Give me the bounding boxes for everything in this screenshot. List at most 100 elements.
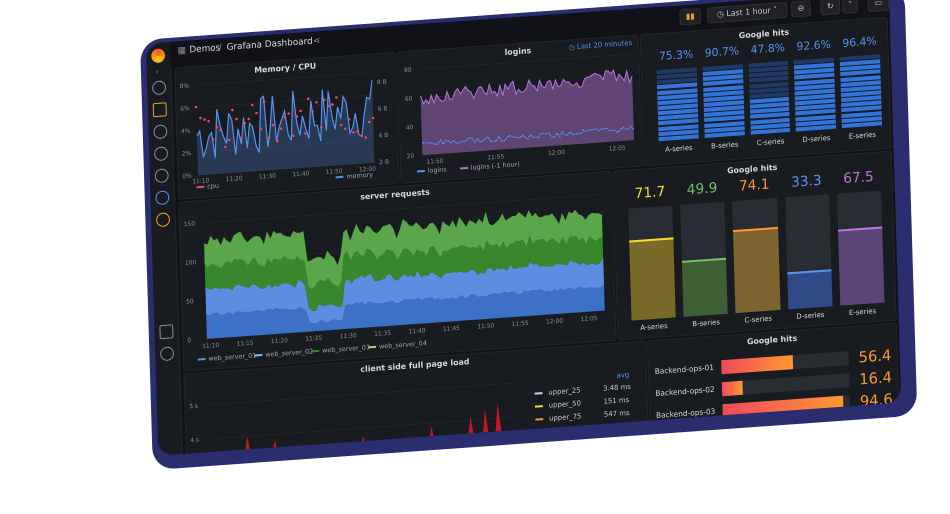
alerting-bell-icon[interactable] [154,146,169,162]
sign-in-icon[interactable] [159,324,174,340]
y-tick-label: 100 [185,259,197,267]
cpu-point [295,115,299,118]
cpu-point [255,111,258,115]
explore-icon[interactable] [153,124,168,140]
dashboard-screen: › ▦ Demos / Grafana Dashboard ⋖ ▮▮ ◷ Las… [146,0,902,456]
expand-sidebar-icon[interactable]: › [155,66,159,76]
monitor-icon: ▭ [874,0,883,8]
refresh-button[interactable]: ↻ [820,0,841,16]
grid-line [420,82,633,99]
cpu-point [307,97,310,101]
gauge-value: 90.7% [704,44,740,60]
y-tick-label: 6% [180,105,190,113]
gauge-fill [721,355,794,375]
x-tick-label: 11:55 [512,320,529,328]
cpu-point [339,123,343,127]
panel-google-hits-mid[interactable]: Google hits 71.7 A-series 49.9 B-series 74.1… [612,150,897,341]
share-icon[interactable]: ⋖ [312,36,321,47]
search-icon[interactable] [152,80,167,96]
stat-category-label: E-series [848,307,877,318]
gauge-category-label: B-series [710,140,739,151]
cpu-point [276,139,279,143]
cpu-point [347,117,351,121]
x-tick-label: 11:40 [408,327,425,335]
cpu-point [356,130,359,133]
y-tick-label: 60 [405,95,413,103]
legend-swatch [535,418,544,421]
legend-swatch [534,405,543,408]
chevron-down-icon: ˅ [847,0,853,10]
tv-mode-button[interactable]: ▭ [867,0,890,13]
panel-google-hits-top[interactable]: Google hits 75.3% A-series 90.7% B-series 47… [639,16,892,167]
server-admin-shield-icon[interactable] [155,190,170,206]
grid-line [203,194,602,224]
zoom-out-button[interactable]: ⊖ [790,0,812,18]
x-tick-label: 12:00 [548,149,565,157]
legend-series-avg: 151 ms [603,395,630,406]
y-tick-label: 8% [180,83,190,91]
legend-series-name[interactable]: upper_50 [548,399,582,410]
grid-line [365,385,368,452]
refresh-interval-dropdown[interactable]: ˅ [841,0,859,14]
panel-google-hits-bottom[interactable]: Google hits Backend-ops-01 56.4 Backend-op… [646,322,900,433]
x-tick-label: 12:05 [609,145,626,153]
dashboards-icon[interactable] [152,102,167,118]
help-icon[interactable] [160,346,175,362]
load-spike [428,427,437,448]
configuration-gear-icon[interactable] [154,168,169,184]
legend-series-name[interactable]: upper_90 [549,425,582,436]
plugin-icon[interactable] [156,212,171,228]
logins-chart: 80 60 40 20 11:50 11:55 12:00 12:05 [404,53,635,166]
stat-value: 33.3 [790,172,822,191]
x-tick-label: 11:45 [443,325,460,333]
load-spike [482,409,490,444]
cpu-point [327,104,330,108]
tablet-device: › ▦ Demos / Grafana Dashboard ⋖ ▮▮ ◷ Las… [140,0,918,471]
gauge-category-label: A-series [665,143,693,154]
grafana-logo-icon[interactable] [151,48,166,64]
time-range-picker[interactable]: ◷ Last 1 hour ˅ [706,1,788,24]
load-spike [243,436,252,456]
grid-line [404,382,407,449]
gauge-fill [722,395,844,419]
chevron-down-icon: ˅ [770,5,778,15]
gauge-row-label: Backend-ops-02 [655,384,715,399]
gauge-value: 92.6% [796,37,832,54]
legend-series-avg: 1.07 s [604,422,626,432]
stat-category-label: A-series [640,322,668,332]
cpu-point [235,117,238,121]
legend-series-name[interactable]: upper_25 [548,386,581,397]
stat-category-label: D-series [796,310,825,321]
breadcrumb-dashboard[interactable]: Grafana Dashboard [226,36,313,53]
legend-series-name[interactable]: upper_75 [548,412,582,423]
add-panel-button[interactable]: ▮▮ [679,7,702,26]
cpu-point [207,119,210,123]
clock-icon: ◷ [716,9,727,19]
memory-area [196,80,375,176]
grid-line [326,388,329,455]
cpu-point [367,120,371,124]
breadcrumb-folder[interactable]: Demos [189,43,221,56]
memory-cpu-chart: 8% 6% 4% 2% 0% 8 B 6 B 4 B 2 B 11:10 11:20 11:30 11:… [180,72,389,186]
cpu-point [315,100,318,104]
grid-line [198,162,375,176]
logins-prev-line [420,69,633,106]
legend-column-header: avg [616,370,630,380]
panel-server-requests[interactable]: server requests 150 100 50 0 11:10 11:15 11:20… [178,170,617,372]
y-tick-label: 2% [182,150,192,158]
logins-line [421,125,635,146]
cpu-point [259,127,263,131]
panel-logins[interactable]: logins ◷ Last 20 minutes 80 60 40 20 11:50 11… [396,34,643,184]
grid-line [482,377,486,444]
breadcrumb-separator: / [218,43,222,54]
cpu-point [371,116,375,120]
cpu-point [299,109,302,113]
x-tick-label: 11:20 [226,175,243,183]
cpu-point [331,103,334,106]
gauge-value: 47.8% [750,41,786,57]
gauge-value: 16.4 [858,368,893,389]
legend-cpu[interactable]: cpu [196,182,219,192]
stat-value: 67.5 [842,168,875,188]
